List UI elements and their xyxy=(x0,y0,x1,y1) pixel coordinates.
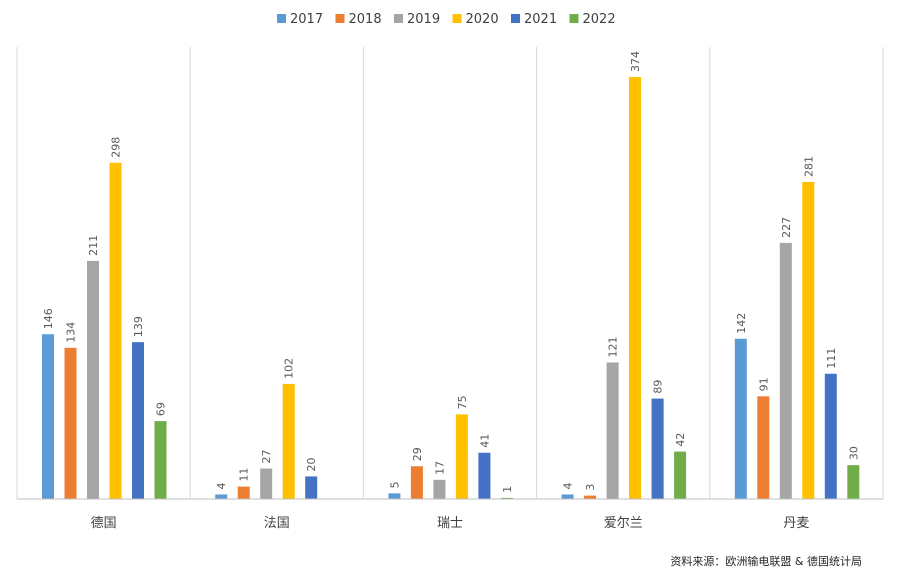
bar-德国-2017 xyxy=(42,334,54,499)
legend-swatch-2022 xyxy=(569,14,579,23)
data-label-德国-2017: 146 xyxy=(42,308,55,329)
legend-label-2019: 2019 xyxy=(407,12,440,27)
bar-法国-2019 xyxy=(260,468,273,499)
data-label-丹麦-2018: 91 xyxy=(757,377,770,391)
bar-丹麦-2021 xyxy=(824,373,837,499)
bar-丹麦-2019 xyxy=(779,242,792,499)
data-label-丹麦-2019: 227 xyxy=(780,217,793,238)
bar-丹麦-2017 xyxy=(734,338,747,499)
data-label-瑞士-2019: 17 xyxy=(433,461,446,475)
legend-label-2021: 2021 xyxy=(524,12,557,27)
data-label-丹麦-2021: 111 xyxy=(825,348,838,369)
data-label-瑞士-2018: 29 xyxy=(411,447,424,461)
bar-爱尔兰-2019 xyxy=(606,362,619,499)
bar-爱尔兰-2017 xyxy=(561,494,574,499)
bar-德国-2019 xyxy=(87,260,99,499)
data-label-法国-2019: 27 xyxy=(260,450,273,464)
data-label-瑞士-2021: 41 xyxy=(478,434,491,448)
bar-瑞士-2019 xyxy=(433,479,446,499)
category-label: 瑞士 xyxy=(437,516,463,531)
data-label-法国-2017: 4 xyxy=(215,482,228,489)
bars xyxy=(42,77,860,499)
bar-瑞士-2022 xyxy=(500,497,513,499)
data-label-法国-2020: 102 xyxy=(283,358,296,379)
data-label-法国-2021: 20 xyxy=(305,457,318,471)
bar-德国-2022 xyxy=(154,421,167,499)
data-label-瑞士-2017: 5 xyxy=(388,481,401,488)
data-label-爱尔兰-2022: 42 xyxy=(674,433,687,447)
category-separators xyxy=(16,47,884,499)
data-label-瑞士-2020: 75 xyxy=(456,395,469,409)
bar-爱尔兰-2018 xyxy=(584,495,597,499)
data-label-爱尔兰-2018: 3 xyxy=(584,484,597,491)
legend-swatch-2019 xyxy=(394,14,403,23)
bar-德国-2020 xyxy=(109,162,122,499)
legend-label-2018: 2018 xyxy=(349,12,382,27)
data-label-法国-2018: 11 xyxy=(238,468,251,482)
bar-丹麦-2018 xyxy=(757,396,770,499)
bar-爱尔兰-2022 xyxy=(674,451,687,499)
bar-爱尔兰-2021 xyxy=(651,398,664,499)
data-label-德国-2021: 139 xyxy=(132,316,145,337)
data-label-爱尔兰-2019: 121 xyxy=(607,336,620,357)
data-label-德国-2019: 211 xyxy=(87,235,100,256)
bar-瑞士-2018 xyxy=(410,466,423,499)
data-label-德国-2020: 298 xyxy=(110,137,123,158)
legend-swatch-2020 xyxy=(452,14,462,23)
data-label-德国-2022: 69 xyxy=(155,402,168,416)
data-label-丹麦-2017: 142 xyxy=(735,313,748,334)
legend: 2017 2018 2019 2020 2021 2022 xyxy=(277,12,616,27)
legend-label-2022: 2022 xyxy=(583,12,616,27)
bar-法国-2020 xyxy=(282,383,295,499)
legend-label-2017: 2017 xyxy=(290,12,323,27)
category-label: 法国 xyxy=(264,516,290,531)
bar-法国-2017 xyxy=(215,494,228,499)
legend-swatch-2021 xyxy=(511,14,520,23)
bar-德国-2021 xyxy=(132,342,144,499)
data-label-德国-2018: 134 xyxy=(65,322,78,343)
data-label-丹麦-2020: 281 xyxy=(802,156,815,177)
source-note: 资料来源：欧洲输电联盟 & 德国统计局 xyxy=(670,555,862,568)
data-label-爱尔兰-2020: 374 xyxy=(629,51,642,72)
bar-瑞士-2020 xyxy=(455,414,468,499)
bar-瑞士-2017 xyxy=(388,493,401,499)
data-label-爱尔兰-2017: 4 xyxy=(562,482,575,489)
data-label-瑞士-2022: 1 xyxy=(501,486,514,493)
data-label-爱尔兰-2021: 89 xyxy=(652,380,665,394)
legend-swatch-2018 xyxy=(335,14,345,23)
bar-法国-2021 xyxy=(305,476,318,499)
legend-label-2020: 2020 xyxy=(466,12,499,27)
bar-瑞士-2021 xyxy=(478,452,491,499)
bar-爱尔兰-2020 xyxy=(629,77,642,499)
category-labels: 德国 法国 瑞士 爱尔兰 丹麦 xyxy=(91,516,810,531)
category-label: 丹麦 xyxy=(783,516,809,531)
category-label: 德国 xyxy=(91,516,117,531)
legend-swatch-2017 xyxy=(277,14,286,23)
bar-德国-2018 xyxy=(64,347,77,499)
bar-丹麦-2020 xyxy=(802,181,815,499)
bar-丹麦-2022 xyxy=(847,465,860,499)
bar-法国-2018 xyxy=(237,486,250,499)
category-label: 爱尔兰 xyxy=(604,516,643,531)
data-label-丹麦-2022: 30 xyxy=(847,446,860,460)
